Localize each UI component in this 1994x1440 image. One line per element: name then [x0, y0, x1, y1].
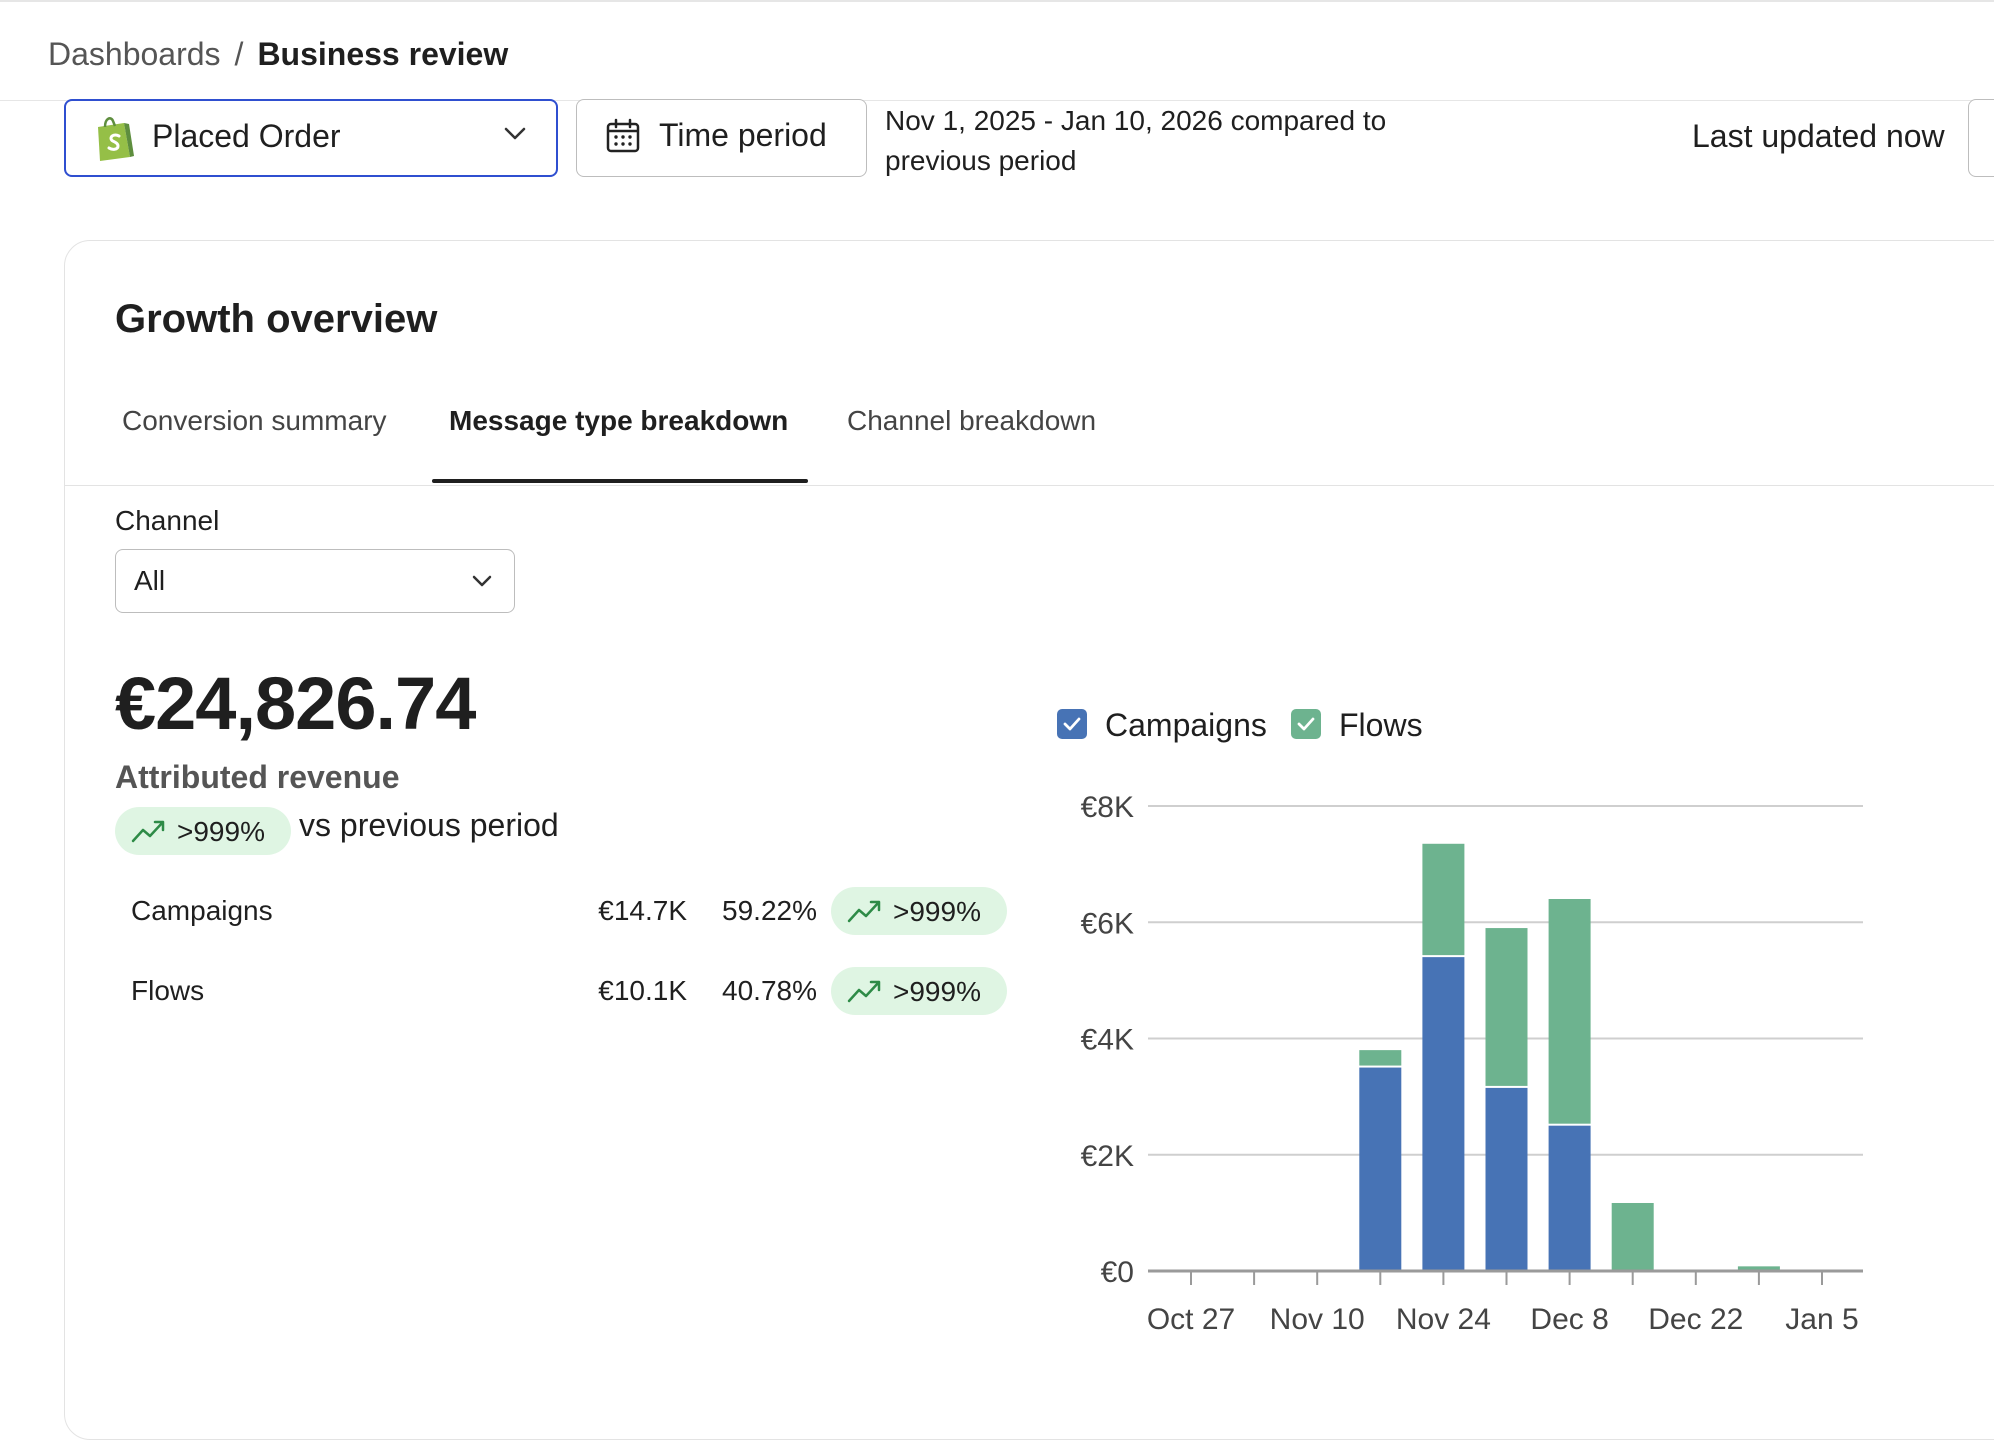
- refresh-button[interactable]: [1968, 99, 1994, 177]
- tab-conversion-summary[interactable]: Conversion summary: [122, 405, 387, 436]
- legend-label: Flows: [1339, 707, 1423, 743]
- total-revenue-value: €24,826.74: [115, 662, 476, 745]
- growth-overview-card: Growth overview Conversion summary Messa…: [64, 240, 1994, 1440]
- x-tick-label: Dec 8: [1530, 1303, 1608, 1336]
- breakdown-row-flows: Flows €10.1K 40.78% >999%: [131, 965, 1091, 1025]
- bar-campaigns: [1422, 957, 1465, 1271]
- breakdown-name: Campaigns: [131, 895, 273, 926]
- trend-up-icon: [847, 898, 883, 929]
- revenue-bar-chart: €0 €2K €4K €6K €8K Oct 27 Nov 10 Nov 24 Dec 8 Dec…: [1081, 791, 1863, 1336]
- bar-campaigns: [1548, 1125, 1591, 1271]
- bar-flows: [1548, 899, 1591, 1124]
- x-tick-label: Nov 24: [1396, 1303, 1491, 1336]
- breakdown-change-value: >999%: [893, 896, 981, 927]
- breakdown-change-badge: >999%: [831, 967, 1007, 1015]
- total-change-value: >999%: [177, 816, 265, 847]
- chevron-down-icon: [504, 127, 526, 146]
- x-tick-label: Jan 5: [1785, 1303, 1858, 1336]
- breadcrumb-separator: /: [234, 36, 244, 72]
- bar-campaigns: [1485, 1087, 1528, 1271]
- channel-select[interactable]: All: [115, 549, 515, 613]
- x-tick-label: Nov 10: [1270, 1303, 1365, 1336]
- breakdown-change-badge: >999%: [831, 887, 1007, 935]
- total-change-badge: >999%: [115, 807, 291, 855]
- card-title: Growth overview: [115, 297, 438, 341]
- breakdown-share: 59.22%: [722, 895, 817, 926]
- breadcrumb-current: Business review: [257, 36, 509, 72]
- y-tick-label: €4K: [1081, 1024, 1134, 1057]
- chevron-down-icon: [472, 574, 492, 592]
- active-tab-indicator: [432, 479, 808, 483]
- tab-bar: Conversion summary Message type breakdow…: [65, 383, 1994, 486]
- y-tick-label: €6K: [1081, 907, 1134, 940]
- date-range-text: Nov 1, 2025 - Jan 10, 2026 compared to p…: [885, 101, 1445, 181]
- x-tick-label: Dec 22: [1648, 1303, 1743, 1336]
- y-tick-label: €8K: [1081, 791, 1134, 824]
- shopify-bag-icon: [94, 115, 134, 166]
- bar-campaigns: [1359, 1067, 1402, 1271]
- bar-flows: [1737, 1266, 1780, 1271]
- time-period-button[interactable]: Time period: [576, 99, 867, 177]
- bar-flows: [1359, 1050, 1402, 1066]
- channel-select-value: All: [134, 565, 166, 596]
- trend-up-icon: [847, 978, 883, 1009]
- last-updated-text: Last updated now: [1692, 118, 1945, 154]
- tab-channel-breakdown[interactable]: Channel breakdown: [847, 405, 1097, 436]
- y-tick-label: €2K: [1081, 1140, 1134, 1173]
- legend-checkbox-campaigns[interactable]: [1057, 709, 1087, 739]
- trend-up-icon: [131, 818, 167, 849]
- channel-label: Channel: [115, 505, 220, 536]
- filter-bar: Placed Order Time period Nov 1, 2025 - J…: [0, 99, 1994, 191]
- breakdown-row-campaigns: Campaigns €14.7K 59.22% >999%: [131, 885, 1091, 945]
- total-revenue-label: Attributed revenue: [115, 759, 400, 795]
- total-change-suffix: vs previous period: [299, 807, 559, 843]
- legend-label: Campaigns: [1105, 707, 1267, 743]
- bar-flows: [1422, 843, 1465, 956]
- breakdown-change-value: >999%: [893, 976, 981, 1007]
- breadcrumb: Dashboards / Business review: [48, 34, 508, 74]
- time-period-label: Time period: [659, 117, 827, 153]
- breakdown-share: 40.78%: [722, 975, 817, 1006]
- calendar-icon: [605, 118, 641, 159]
- y-tick-label: €0: [1101, 1256, 1134, 1289]
- tab-message-type-breakdown[interactable]: Message type breakdown: [449, 405, 789, 436]
- breadcrumb-dashboards-link[interactable]: Dashboards: [48, 36, 221, 72]
- date-range-line-2: previous period: [885, 145, 1077, 176]
- x-tick-label: Oct 27: [1147, 1303, 1235, 1336]
- bar-flows: [1485, 928, 1528, 1086]
- top-bar: Dashboards / Business review: [0, 0, 1994, 101]
- breakdown-name: Flows: [131, 975, 205, 1006]
- breakdown-value: €14.7K: [598, 895, 687, 926]
- bar-flows: [1611, 1202, 1654, 1271]
- metric-select-label: Placed Order: [152, 118, 341, 154]
- legend-checkbox-flows[interactable]: [1291, 709, 1321, 739]
- date-range-line-1: Nov 1, 2025 - Jan 10, 2026 compared to: [885, 105, 1387, 136]
- breakdown-value: €10.1K: [598, 975, 687, 1006]
- metric-select[interactable]: Placed Order: [64, 99, 558, 177]
